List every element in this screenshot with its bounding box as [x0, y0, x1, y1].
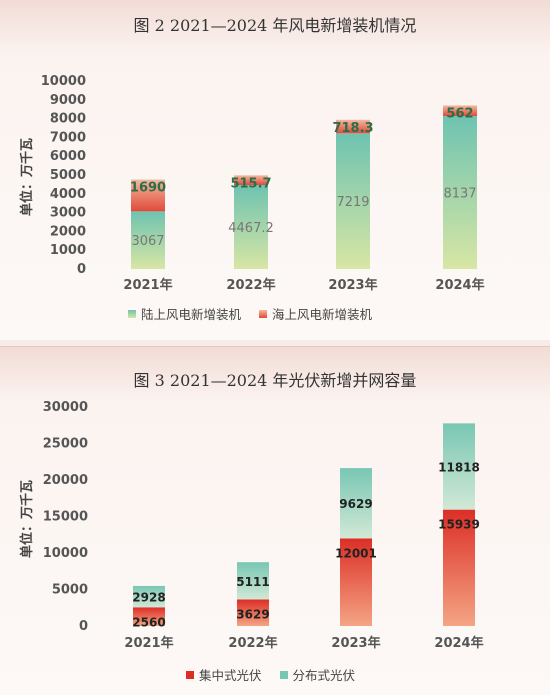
solar-y-tick-label: 15000 [43, 510, 88, 525]
wind-data-label: 562 [446, 106, 473, 121]
wind-y-tick-label: 0 [77, 262, 86, 277]
wind-bar-offshore [336, 119, 370, 134]
solar-y-tick-label: 10000 [43, 546, 88, 561]
wind-x-tick-label: 2024年 [435, 277, 484, 293]
wind-y-tick-label: 3000 [50, 206, 86, 221]
wind-chart: 单位：万千瓦 0 1000 2000 3000 4000 5000 6000 7000 8000… [19, 74, 485, 293]
solar-chart: 单位：万千瓦 0 5000 10000 15000 20000 25000 30000 256… [19, 400, 484, 651]
wind-data-label: 515.7 [230, 176, 271, 191]
solar-data-label: 9629 [339, 497, 372, 511]
distributed-swatch [279, 670, 288, 679]
solar-y-tick-label: 5000 [52, 583, 88, 598]
wind-bar-onshore [336, 133, 370, 269]
wind-data-label: 718.3 [332, 121, 373, 136]
solar-legend-distributed: 分布式光伏 [279, 665, 356, 684]
solar-legend-distributed-label: 分布式光伏 [292, 668, 356, 683]
wind-y-tick-label: 9000 [50, 93, 86, 108]
solar-data-label: 15939 [438, 518, 480, 532]
wind-bar-offshore [234, 175, 268, 186]
wind-legend: 陆上风电新增装机 海上风电新增装机 [128, 304, 372, 323]
solar-data-label: 2928 [132, 591, 165, 605]
solar-bar-distributed [237, 562, 269, 600]
wind-legend-offshore-label: 海上风电新增装机 [272, 307, 373, 322]
wind-x-tick-label: 2022年 [226, 277, 275, 293]
wind-y-tick-label: 2000 [50, 224, 86, 239]
wind-y-tick-label: 5000 [50, 168, 86, 183]
solar-bar-central [237, 599, 269, 626]
wind-chart-title: 图 2 2021—2024 年风电新增装机情况 [133, 16, 417, 35]
solar-bar-distributed [133, 585, 165, 608]
wind-bar-onshore [234, 185, 268, 269]
wind-data-label: 3067 [131, 234, 164, 249]
offshore-swatch [259, 309, 268, 318]
solar-bar-distributed [443, 423, 475, 510]
solar-x-tick-label: 2022年 [228, 635, 277, 651]
solar-data-label: 2560 [132, 615, 165, 629]
wind-data-label: 8137 [443, 187, 476, 202]
onshore-swatch [128, 309, 136, 318]
solar-chart-panel: 图 3 2021—2024 年光伏新增并网容量 单位：万千瓦 0 5000 1000… [0, 346, 550, 695]
wind-y-tick-label: 1000 [50, 243, 86, 258]
solar-y-tick-label: 25000 [43, 437, 88, 452]
wind-y-tick-label: 8000 [50, 112, 86, 127]
solar-marks: 0 5000 10000 15000 20000 25000 30000 2560 2928 20… [43, 400, 484, 651]
wind-bar-onshore [443, 116, 477, 269]
solar-legend-central: 集中式光伏 [186, 665, 262, 684]
wind-y-tick-label: 6000 [50, 149, 86, 164]
solar-chart-title: 图 3 2021—2024 年光伏新增并网容量 [133, 371, 417, 390]
wind-x-tick-label: 2021年 [123, 277, 172, 293]
solar-y-tick-label: 30000 [43, 400, 88, 415]
wind-data-label: 4467.2 [228, 221, 274, 236]
solar-data-label: 11818 [438, 461, 480, 475]
solar-x-tick-label: 2023年 [331, 635, 380, 651]
wind-legend-onshore: 陆上风电新增装机 [128, 304, 241, 323]
solar-bar-distributed [340, 468, 372, 539]
wind-legend-offshore: 海上风电新增装机 [259, 304, 372, 323]
wind-bar-offshore [443, 105, 477, 117]
solar-data-label: 5111 [236, 575, 269, 589]
wind-data-label: 1690 [130, 181, 166, 196]
wind-chart-panel: 图 2 2021—2024 年风电新增装机情况 单位：万千瓦 0 1000 2000… [0, 0, 550, 340]
solar-legend-central-label: 集中式光伏 [199, 668, 262, 683]
wind-data-label: 7219 [336, 195, 369, 210]
wind-bar-offshore [131, 179, 165, 212]
central-swatch [186, 670, 194, 679]
solar-y-tick-label: 0 [79, 619, 88, 634]
wind-y-axis-label: 单位：万千瓦 [19, 138, 35, 216]
solar-legend: 集中式光伏 分布式光伏 [186, 665, 355, 684]
wind-y-tick-label: 7000 [50, 130, 86, 145]
solar-x-tick-label: 2021年 [124, 635, 173, 651]
solar-y-axis-label: 单位：万千瓦 [19, 480, 35, 558]
solar-bar-central [133, 607, 165, 626]
wind-bar-onshore [131, 211, 165, 269]
wind-marks: 0 1000 2000 3000 4000 5000 6000 7000 8000 9000 100… [41, 74, 485, 293]
wind-x-tick-label: 2023年 [328, 277, 377, 293]
solar-bar-central [443, 509, 475, 626]
solar-x-tick-label: 2024年 [434, 635, 483, 651]
wind-y-tick-label: 4000 [50, 187, 86, 202]
wind-legend-onshore-label: 陆上风电新增装机 [141, 307, 242, 322]
solar-data-label: 3629 [236, 608, 269, 622]
wind-y-tick-label: 10000 [41, 74, 86, 89]
solar-data-label: 12001 [335, 546, 377, 560]
solar-y-tick-label: 20000 [43, 473, 88, 488]
solar-bar-central [340, 538, 372, 626]
